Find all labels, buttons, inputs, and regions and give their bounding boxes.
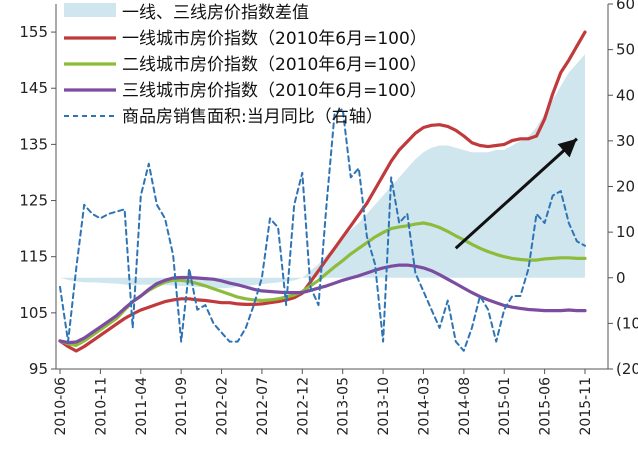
- ticks-layer: 95 105 115 125 135 145 155 (20 (10 0 10 20 30 40 50 60 2…: [19, 0, 638, 436]
- legend-label: 三线城市房价指数（2010年6月=100）: [122, 81, 427, 101]
- x-tick-label: 2012-02: [215, 377, 231, 436]
- trend-arrow: [454, 137, 578, 250]
- x-tick-label: 2013-10: [376, 377, 392, 436]
- left-tick-label: 115: [19, 248, 48, 266]
- legend-label: 一线城市房价指数（2010年6月=100）: [122, 29, 427, 49]
- right-tick-label: 0: [616, 269, 626, 287]
- right-tick-label: 20: [616, 178, 635, 196]
- x-tick-label: 2015-06: [538, 377, 554, 436]
- annotation-layer: [454, 137, 578, 250]
- legend-label: 一线、三线房价指数差值: [122, 3, 309, 23]
- x-tick-label: 2012-07: [255, 377, 271, 436]
- right-tick-label: (20: [616, 360, 638, 378]
- right-tick-label: 60: [616, 0, 635, 13]
- series-area-difference: [60, 54, 585, 289]
- legend-label: 商品房销售面积:当月同比（右轴）: [122, 107, 383, 127]
- left-tick-label: 135: [19, 135, 48, 153]
- legend-swatch-area: [64, 3, 116, 17]
- left-tick-label: 145: [19, 79, 48, 97]
- area-layer: [60, 54, 585, 289]
- x-tick-label: 2014-03: [416, 377, 432, 436]
- right-tick-label: 50: [616, 41, 635, 59]
- x-tick-label: 2010-11: [93, 377, 109, 436]
- x-tick-label: 2014-08: [457, 377, 473, 436]
- right-tick-label: 40: [616, 86, 635, 104]
- lines-layer: [58, 30, 587, 353]
- right-tick-label: 30: [616, 132, 635, 150]
- series-line-1: [58, 30, 587, 353]
- x-tick-label: 2015-01: [497, 377, 513, 436]
- x-tick-label: 2011-09: [174, 377, 190, 436]
- legend-label: 二线城市房价指数（2010年6月=100）: [122, 55, 427, 75]
- left-tick-label: 155: [19, 23, 48, 41]
- right-tick-label: 10: [616, 223, 635, 241]
- x-tick-label: 2015-11: [578, 377, 594, 436]
- x-tick-label: 2013-05: [336, 377, 352, 436]
- series-line-3: [58, 263, 587, 345]
- x-tick-label: 2012-12: [295, 377, 311, 436]
- left-tick-label: 105: [19, 304, 48, 322]
- x-tick-label: 2011-04: [134, 377, 150, 436]
- x-tick-label: 2010-06: [53, 377, 69, 436]
- left-tick-label: 95: [29, 360, 48, 378]
- right-tick-label: (10: [616, 314, 638, 332]
- left-tick-label: 125: [19, 192, 48, 210]
